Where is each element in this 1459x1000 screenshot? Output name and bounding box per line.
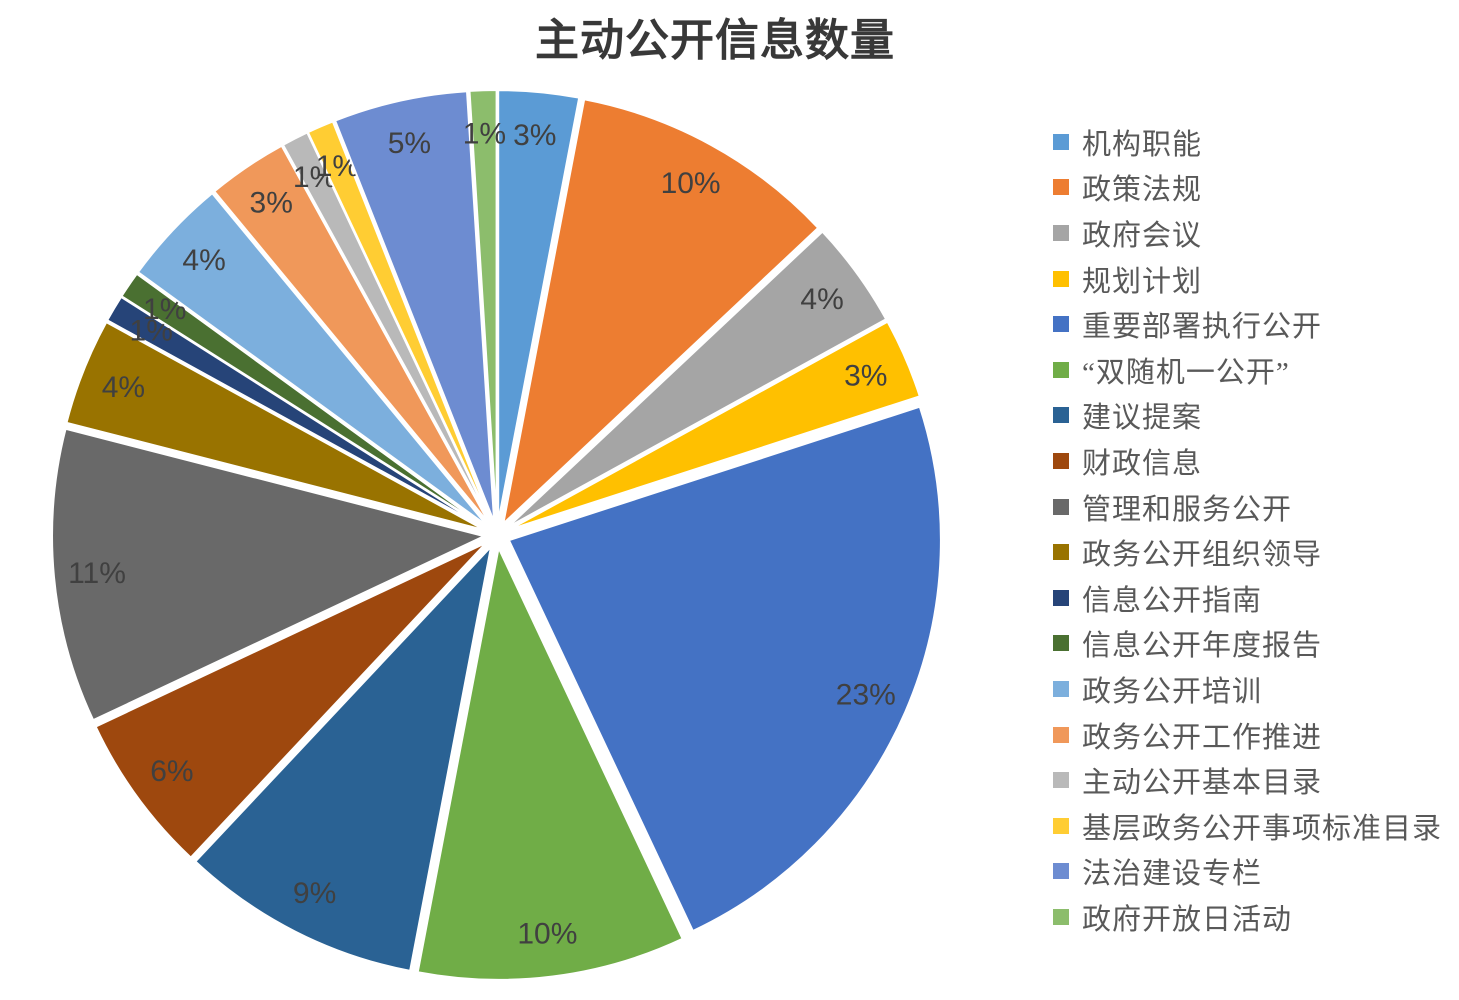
legend-swatch-icon [1053,270,1069,287]
legend-label: 政府开放日活动 [1082,903,1293,936]
legend-label: 信息公开指南 [1082,584,1263,617]
pie-slice-12 [137,192,489,528]
pie-slice-13 [213,144,491,526]
legend-label: 政务公开工作推进 [1082,721,1323,754]
legend-item-6: 建议提案 [1053,393,1442,439]
legend-label: 主动公开基本目录 [1082,767,1323,800]
legend-swatch-icon [1053,407,1069,424]
legend-swatch-icon [1053,635,1069,652]
pie-slice-0 [497,89,581,524]
pie-slice-label-8: 11% [68,557,126,590]
legend-swatch-icon [1053,316,1069,333]
legend-item-7: 财政信息 [1053,438,1442,484]
legend-label: 信息公开年度报告 [1082,630,1323,663]
pie-slice-label-1: 10% [661,167,721,200]
legend-item-17: 政府开放日活动 [1053,894,1442,940]
legend-swatch-icon [1053,726,1069,743]
legend-label: 政策法规 [1082,174,1203,207]
pie-slice-3 [507,320,921,531]
legend-label: 政府会议 [1082,219,1203,252]
pie-slice-label-13: 3% [250,187,293,220]
legend-label: 管理和服务公开 [1082,493,1293,526]
pie-slice-label-5: 10% [517,918,577,951]
legend-item-12: 政务公开培训 [1053,666,1442,712]
legend-swatch-icon [1053,179,1069,196]
legend-swatch-icon [1053,452,1069,469]
legend-swatch-icon [1053,863,1069,880]
pie-slice-label-3: 3% [844,359,887,392]
legend-item-3: 规划计划 [1053,256,1442,302]
legend-label: “双随机一公开” [1082,356,1290,389]
legend-swatch-icon [1053,544,1069,561]
pie-slice-15 [306,120,493,525]
legend-item-4: 重要部署执行公开 [1053,301,1442,347]
legend-label: 重要部署执行公开 [1082,311,1323,344]
legend-swatch-icon [1053,498,1069,515]
legend-label: 机构职能 [1082,128,1203,161]
pie-slice-label-2: 4% [800,283,843,316]
pie-slice-label-16: 5% [388,127,431,160]
legend-swatch-icon [1053,680,1069,697]
chart-legend: 机构职能政策法规政府会议规划计划重要部署执行公开 “双随机一公开” 建议提案财政信息… [1053,119,1442,940]
legend-item-10: 信息公开指南 [1053,575,1442,621]
legend-label: 财政信息 [1082,447,1203,480]
legend-label: 政务公开组织领导 [1082,539,1323,572]
legend-item-0: 机构职能 [1053,119,1442,165]
legend-item-5: “双随机一公开” [1053,347,1442,393]
pie-slice-label-4: 23% [836,679,896,712]
legend-label: 政务公开培训 [1082,675,1263,708]
pie-slice-6 [194,545,493,972]
legend-label: 法治建设专栏 [1082,858,1263,891]
legend-label: 规划计划 [1082,265,1203,298]
legend-swatch-icon [1053,817,1069,834]
legend-swatch-icon [1053,908,1069,925]
legend-swatch-icon [1053,361,1069,378]
pie-slice-label-12: 4% [182,244,225,277]
legend-item-16: 法治建设专栏 [1053,849,1442,895]
legend-label: 基层政务公开事项标准目录 [1082,812,1443,845]
pie-slice-16 [334,90,496,524]
pie-slice-17 [468,89,498,523]
legend-item-8: 管理和服务公开 [1053,484,1442,530]
legend-item-2: 政府会议 [1053,210,1442,256]
pie-slice-label-7: 6% [150,755,193,788]
legend-swatch-icon [1053,133,1069,150]
pie-slice-label-17: 1% [463,117,506,150]
legend-item-13: 政务公开工作推进 [1053,712,1442,758]
pie-slice-label-9: 4% [102,371,145,404]
pie-slice-5 [416,546,684,981]
pie-slice-9 [65,321,486,532]
legend-swatch-icon [1053,772,1069,789]
legend-item-1: 政策法规 [1053,165,1442,211]
legend-item-11: 信息公开年度报告 [1053,621,1442,667]
pie-slice-label-6: 9% [293,877,336,910]
pie-slice-7 [94,541,488,859]
pie-slice-label-0: 3% [513,119,556,152]
legend-item-15: 基层政务公开事项标准目录 [1053,803,1442,849]
chart-title: 主动公开信息数量 [535,16,895,65]
pie-slice-2 [506,230,888,529]
legend-swatch-icon [1053,224,1069,241]
legend-item-9: 政务公开组织领导 [1053,529,1442,575]
pie-slice-11 [120,272,488,529]
legend-item-14: 主动公开基本目录 [1053,757,1442,803]
pie-slice-8 [51,427,486,722]
legend-swatch-icon [1053,589,1069,606]
legend-label: 建议提案 [1082,402,1203,435]
pie-slice-4 [507,405,942,932]
pie-slice-1 [502,98,820,525]
